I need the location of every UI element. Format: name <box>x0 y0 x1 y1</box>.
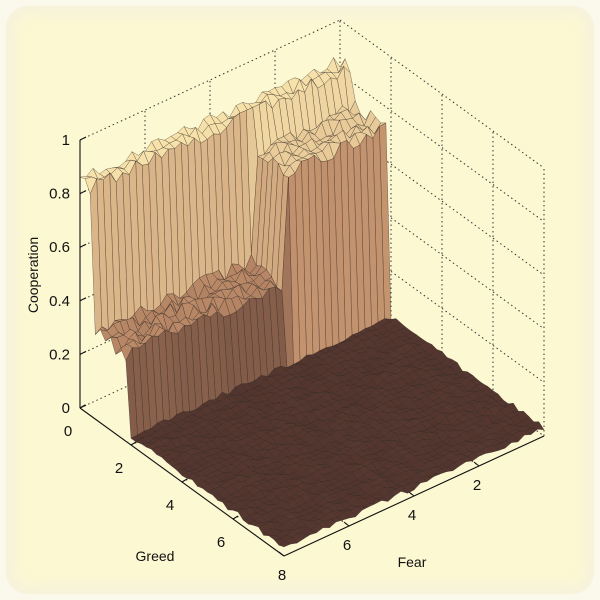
fear-tick-mark <box>343 521 350 527</box>
fear-tick-mark <box>408 491 415 497</box>
fear-tick-label: 8 <box>278 567 286 584</box>
fear-axis-label: Fear <box>398 554 427 570</box>
z-tick-label: 0.4 <box>49 293 70 310</box>
z-tick-mark <box>79 243 87 248</box>
gridline-right-z <box>339 19 545 169</box>
z-tick-mark <box>79 350 87 355</box>
tick-labels: 0 0.2 0.4 0.6 0.8 1 0 2 4 6 2 4 6 8 <box>49 132 481 584</box>
surface-mesh <box>79 57 545 548</box>
gridline-back-z <box>79 19 341 141</box>
fear-tick-mark <box>473 461 480 467</box>
greed-tick-mark <box>232 515 239 520</box>
z-tick-mark <box>79 190 87 195</box>
z-tick-label: 0 <box>62 400 70 417</box>
greed-tick-label: 0 <box>64 423 72 440</box>
z-tick-mark <box>79 136 87 141</box>
greed-tick-label: 2 <box>115 460 123 477</box>
greed-tick-label: 4 <box>166 497 174 514</box>
z-tick-label: 0.2 <box>49 346 70 363</box>
z-tick-label: 0.8 <box>49 186 70 203</box>
z-tick-label: 0.6 <box>49 239 70 256</box>
surface-cell <box>278 541 291 548</box>
greed-tick-label: 6 <box>217 534 225 551</box>
z-tick-mark <box>79 297 87 302</box>
greed-axis-label: Greed <box>136 548 175 564</box>
greed-tick-mark <box>79 404 86 409</box>
fear-tick-mark <box>278 551 285 557</box>
fear-tick-label: 4 <box>408 507 416 524</box>
z-axis-label: Cooperation <box>25 237 41 313</box>
z-tick-label: 1 <box>62 132 70 149</box>
fear-tick-label: 6 <box>343 537 351 554</box>
gridline-right-z <box>339 233 545 383</box>
greed-tick-mark <box>181 478 188 483</box>
fear-tick-label: 2 <box>473 477 481 494</box>
gridline-right-z <box>339 73 545 223</box>
greed-tick-mark <box>130 441 137 446</box>
gridline-right-z <box>339 126 545 276</box>
gridline-right-z <box>339 180 545 330</box>
